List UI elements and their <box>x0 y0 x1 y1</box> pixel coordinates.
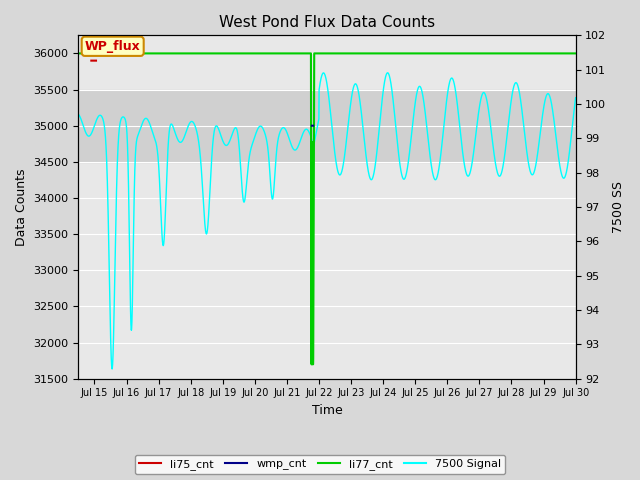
Y-axis label: 7500 SS: 7500 SS <box>612 181 625 233</box>
X-axis label: Time: Time <box>312 404 342 417</box>
Title: West Pond Flux Data Counts: West Pond Flux Data Counts <box>219 15 435 30</box>
Y-axis label: Data Counts: Data Counts <box>15 168 28 246</box>
Bar <box>79 90 575 162</box>
Text: WP_flux: WP_flux <box>85 40 141 53</box>
Legend: li75_cnt, wmp_cnt, li77_cnt, 7500 Signal: li75_cnt, wmp_cnt, li77_cnt, 7500 Signal <box>135 455 505 474</box>
